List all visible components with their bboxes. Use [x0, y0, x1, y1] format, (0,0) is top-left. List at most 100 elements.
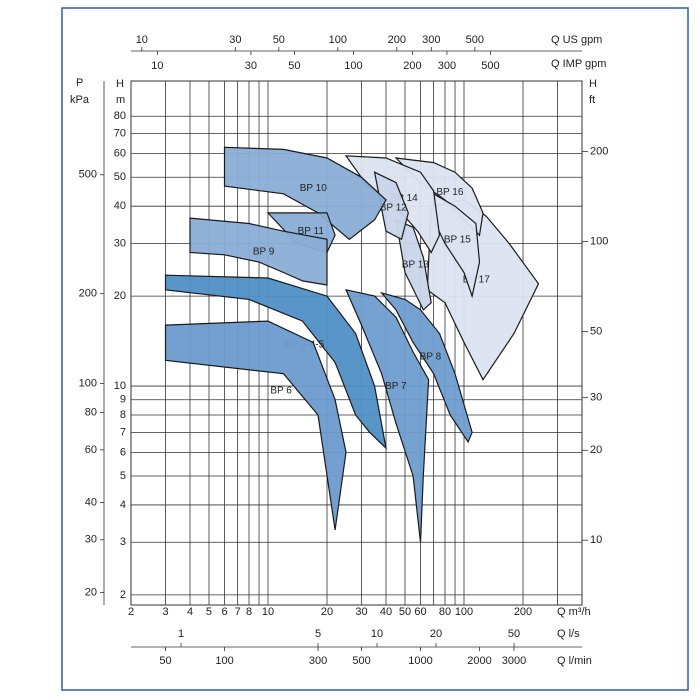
y-tick-label: 4 — [120, 499, 126, 511]
right-tick-label: 10 — [590, 534, 602, 546]
top-tick-label: 30 — [229, 34, 241, 46]
x-tick-label: 4 — [187, 606, 193, 618]
left-tick-label: 500 — [79, 169, 97, 181]
region-label: BP 6 — [270, 386, 292, 397]
y-axis-unit: m — [116, 94, 125, 106]
bottom-tick-label: 100 — [215, 655, 233, 667]
region-label: BP 14 — [391, 193, 418, 204]
right-tick-label: 100 — [590, 235, 608, 247]
left-tick-label: 30 — [85, 534, 97, 546]
region-label: BP 17 — [463, 274, 490, 285]
x-tick-label: 6 — [221, 606, 227, 618]
x-tick-label: 10 — [262, 606, 274, 618]
x-axis-title: Q m³/h — [557, 606, 591, 618]
y-tick-label: 50 — [114, 171, 126, 183]
x-tick-label: 8 — [246, 606, 252, 618]
y-tick-label: 10 — [114, 380, 126, 392]
top-tick-label: 10 — [136, 34, 148, 46]
left-tick-label: 20 — [85, 586, 97, 598]
right-axis-title: H — [589, 78, 597, 90]
region-label: BP 7 — [385, 381, 407, 392]
frame — [61, 7, 689, 691]
y-tick-label: 80 — [114, 110, 126, 122]
x-tick-label: 3 — [162, 606, 168, 618]
x-tick-label: 200 — [514, 606, 532, 618]
top-axis-title: Q IMP gpm — [551, 58, 606, 70]
pump-region — [189, 217, 328, 286]
bottom-tick-label: 50 — [508, 628, 520, 640]
region-label: BP 10 — [300, 183, 327, 194]
x-tick-label: 30 — [355, 606, 367, 618]
right-tick-label: 30 — [590, 392, 602, 404]
pump-region — [344, 288, 430, 543]
left-axis-title: P — [76, 77, 83, 89]
top-tick-label: 50 — [288, 60, 300, 72]
right-tick-label: 20 — [590, 444, 602, 456]
axes: 2 3 4 5 6 7 8 10 20 30 40 50 60 80 100 2002345678910203… — [79, 34, 609, 667]
left-tick-label: 40 — [85, 496, 97, 508]
pump-region — [164, 320, 347, 530]
top-axis-title: Q US gpm — [551, 34, 602, 46]
region-label: BP 11 — [298, 226, 325, 237]
y-tick-label: 40 — [114, 200, 126, 212]
y-tick-label: 5 — [120, 470, 126, 482]
pump-region — [373, 171, 409, 241]
right-axis-unit: ft — [589, 94, 595, 106]
y-tick-label: 3 — [120, 536, 126, 548]
bottom-tick-label: 1000 — [408, 655, 432, 667]
y-tick-label: 8 — [120, 409, 126, 421]
y-tick-label: 6 — [120, 446, 126, 458]
bottom-tick-label: 10 — [371, 628, 383, 640]
region-label: BP 9 — [253, 247, 275, 258]
top-tick-label: 500 — [466, 34, 484, 46]
top-tick-label: 300 — [438, 60, 456, 72]
x-tick-label: 80 — [439, 606, 451, 618]
y-tick-label: 70 — [114, 128, 126, 140]
y-tick-label: 2 — [120, 589, 126, 601]
pump-region — [395, 218, 432, 311]
bottom-axis-title: Q l/min — [557, 655, 592, 667]
bottom-tick-label: 2000 — [467, 655, 491, 667]
pump-region — [379, 291, 473, 444]
region-label: BP 8 — [420, 351, 442, 362]
x-tick-label: 60 — [414, 606, 426, 618]
bottom-tick-label: 5 — [315, 628, 321, 640]
region-label: BP 16 — [436, 187, 463, 198]
bottom-tick-label: 1 — [178, 628, 184, 640]
top-tick-label: 200 — [403, 60, 421, 72]
y-tick-label: 20 — [114, 290, 126, 302]
region-label: BP 12 — [380, 202, 407, 213]
left-tick-label: 80 — [85, 406, 97, 418]
left-tick-label: 200 — [79, 288, 97, 300]
left-axis-unit: kPa — [70, 94, 90, 106]
x-tick-label: 50 — [399, 606, 411, 618]
bottom-tick-label: 50 — [159, 655, 171, 667]
top-tick-label: 100 — [344, 60, 362, 72]
top-tick-label: 200 — [388, 34, 406, 46]
x-tick-label: 20 — [321, 606, 333, 618]
pump-region — [164, 274, 387, 450]
top-tick-label: 300 — [422, 34, 440, 46]
region-label: BP 15 — [444, 234, 471, 245]
bottom-tick-label: 3000 — [502, 655, 526, 667]
bottom-tick-label: 300 — [309, 655, 327, 667]
top-tick-label: 30 — [245, 60, 257, 72]
pump-region — [223, 146, 387, 241]
left-tick-label: 100 — [79, 377, 97, 389]
right-tick-label: 200 — [590, 145, 608, 157]
region-label: BP 13 — [402, 260, 429, 271]
y-tick-label: 60 — [114, 148, 126, 160]
y-tick-label: 9 — [120, 394, 126, 406]
bottom-tick-label: 20 — [430, 628, 442, 640]
x-tick-label: 7 — [235, 606, 241, 618]
x-tick-label: 100 — [455, 606, 473, 618]
bottom-axis-title: Q l/s — [557, 628, 580, 640]
y-axis-title: H — [116, 78, 124, 90]
bottom-tick-label: 500 — [352, 655, 370, 667]
y-tick-label: 30 — [114, 237, 126, 249]
x-tick-label: 5 — [206, 606, 212, 618]
regions: BP 17 BP 16 BP 15 BP 14 BP 13 BP 12 BP 10 BP 11… — [164, 146, 540, 543]
top-tick-label: 500 — [481, 60, 499, 72]
right-tick-label: 50 — [590, 325, 602, 337]
